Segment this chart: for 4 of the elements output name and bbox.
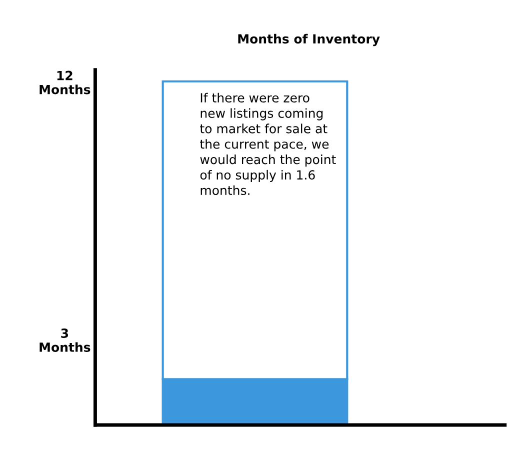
chart-title: Months of Inventory <box>238 34 380 46</box>
y-tick-label: 3 Months <box>40 328 90 352</box>
y-tick-label: 12 Months <box>40 70 90 94</box>
annotation: If there were zero new listings coming to market for sale at the current pace, we would reach the point of no supply in 1.6 months. <box>200 92 336 196</box>
